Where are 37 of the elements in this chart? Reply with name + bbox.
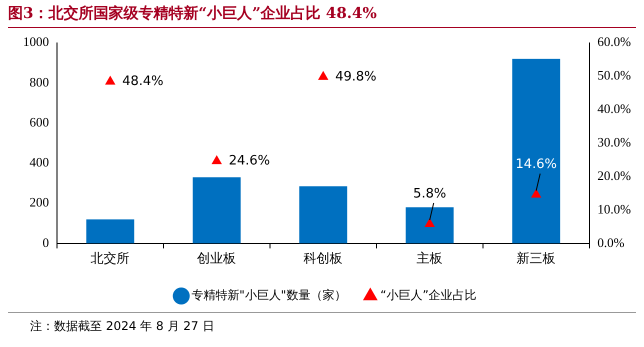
bar xyxy=(299,186,348,244)
legend-label: “小巨人”企业占比 xyxy=(380,288,477,302)
bar xyxy=(86,219,134,244)
point xyxy=(212,155,222,164)
y-tick-label: 600 xyxy=(30,114,49,130)
x-tick-label: 科创板 xyxy=(304,252,343,267)
data-label: 5.8% xyxy=(413,186,446,202)
y2-tick-label: 10.0% xyxy=(597,201,632,216)
x-tick-label: 主板 xyxy=(416,250,443,267)
chart-title: 图3：北交所国家级专精特新“小巨人”企业占比 48.4% xyxy=(8,4,636,28)
x-tick-label: 北交所 xyxy=(90,250,130,267)
data-label: 24.6% xyxy=(228,154,270,169)
data-label: 14.6% xyxy=(516,156,557,172)
y-tick-label: 1000 xyxy=(23,34,49,50)
x-tick-label: 创业板 xyxy=(197,252,236,267)
point xyxy=(424,218,435,228)
y-tick-label: 0 xyxy=(42,234,49,250)
data-label: 48.4% xyxy=(122,74,164,89)
text: 注：数据截至 2024 年 8 月 27 日 xyxy=(30,318,214,335)
point xyxy=(105,76,116,85)
x-tick-label: 新三板 xyxy=(516,252,556,267)
data-label: 49.8% xyxy=(335,69,377,84)
bar xyxy=(192,177,241,244)
y-tick-label: 800 xyxy=(30,74,49,90)
bar xyxy=(406,207,454,244)
bar xyxy=(512,58,560,244)
y2-tick-label: 30.0% xyxy=(597,134,632,150)
y2-tick-label: 20.0% xyxy=(597,168,632,183)
point xyxy=(318,70,328,80)
y2-tick-label: 60.0% xyxy=(597,34,632,50)
y-tick-label: 200 xyxy=(30,194,49,210)
y-tick-label: 400 xyxy=(30,154,49,170)
y2-tick-label: 40.0% xyxy=(597,101,632,116)
y2-tick-label: 0.0% xyxy=(597,234,625,250)
y2-tick-label: 50.0% xyxy=(597,68,632,83)
point xyxy=(530,188,542,198)
legend-label: 专精特新"小巨人"数量（家） xyxy=(191,288,346,302)
